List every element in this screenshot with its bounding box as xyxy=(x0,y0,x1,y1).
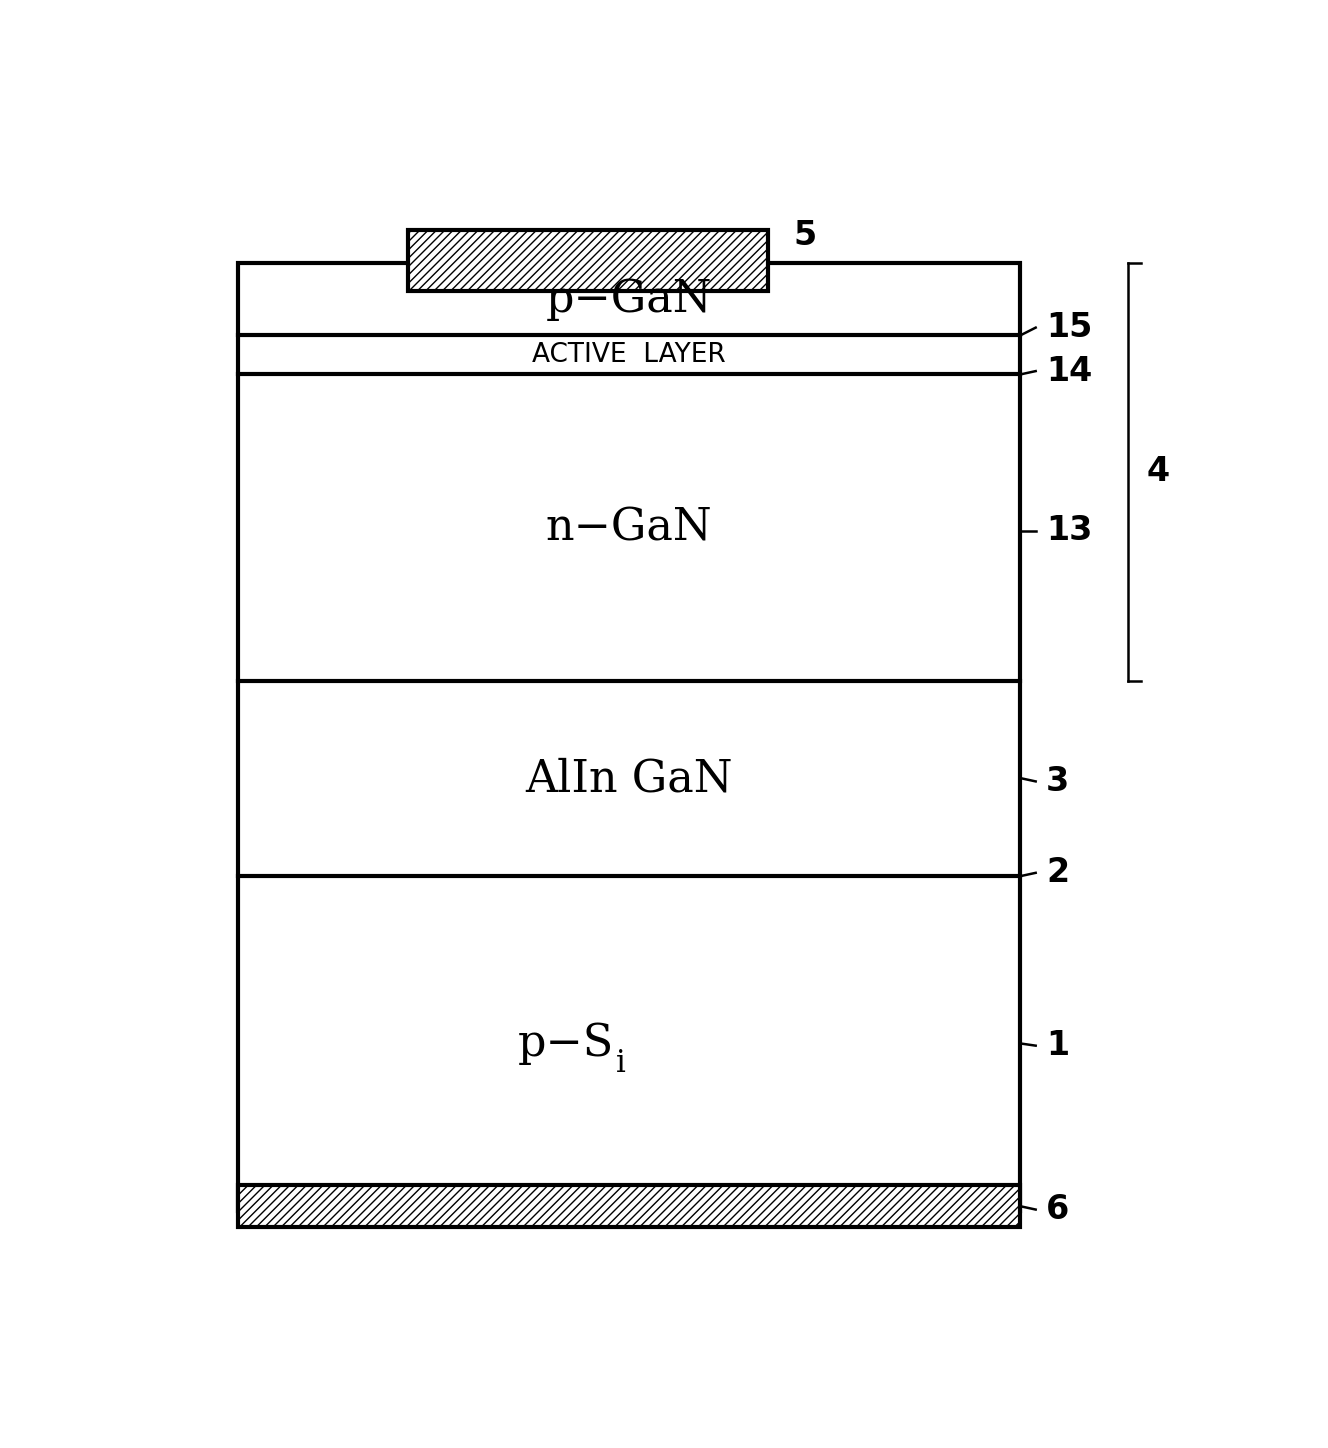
Text: 4: 4 xyxy=(1147,455,1170,488)
Bar xyxy=(408,229,768,291)
Text: 3: 3 xyxy=(1046,765,1069,798)
Text: 13: 13 xyxy=(1046,514,1093,547)
Text: p−GaN: p−GaN xyxy=(546,278,712,321)
Text: 2: 2 xyxy=(1046,856,1069,889)
Text: ACTIVE  LAYER: ACTIVE LAYER xyxy=(533,342,726,368)
Text: 6: 6 xyxy=(1046,1193,1069,1226)
Text: 15: 15 xyxy=(1046,311,1093,345)
Text: AlIn GaN: AlIn GaN xyxy=(526,757,733,801)
Text: 1: 1 xyxy=(1046,1030,1069,1063)
Bar xyxy=(238,264,1020,1211)
Text: n−GaN: n−GaN xyxy=(546,507,713,549)
Text: i: i xyxy=(616,1048,625,1079)
Text: 5: 5 xyxy=(794,219,817,252)
Text: 14: 14 xyxy=(1046,355,1092,388)
Text: p−S: p−S xyxy=(518,1022,614,1066)
Bar xyxy=(238,1184,1020,1228)
